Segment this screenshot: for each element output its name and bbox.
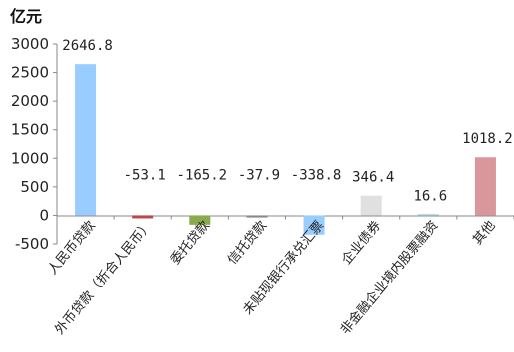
- bar: [474, 157, 496, 216]
- y-tick-label: 0: [39, 206, 49, 224]
- category-label: 委托贷款: [168, 218, 213, 267]
- y-tick-label: -500: [15, 235, 49, 253]
- bar: [75, 64, 97, 216]
- bar: [417, 213, 439, 216]
- category-label: 非金融企业境内股票融资: [337, 218, 441, 338]
- category-label: 企业债券: [339, 218, 385, 268]
- data-label: -37.9: [238, 167, 280, 183]
- bars: [75, 64, 514, 235]
- unit-label: 亿元: [10, 7, 42, 26]
- bar: [303, 215, 325, 235]
- bar: [360, 195, 382, 216]
- y-tick-label: 1000: [11, 149, 49, 167]
- y-tick-label: 1500: [11, 121, 49, 139]
- data-label: 16.6: [413, 188, 447, 204]
- bar: [246, 215, 268, 218]
- bar: [132, 215, 154, 219]
- data-label: -53.1: [124, 167, 166, 183]
- bar: [189, 215, 211, 225]
- category-label: 人民币贷款: [45, 218, 98, 277]
- category-label: 信托贷款: [225, 218, 270, 267]
- data-label: -165.2: [177, 167, 228, 183]
- y-tick-label: 2000: [11, 92, 49, 110]
- category-label: 外币贷款（折合人民币）: [52, 218, 155, 337]
- data-label: -338.8: [291, 167, 342, 183]
- y-tick-label: 500: [20, 178, 49, 196]
- y-ticks: -500 0 500 1000 1500 2000 2500 3000: [11, 35, 57, 253]
- data-label: 1018.2: [462, 131, 513, 147]
- y-tick-label: 3000: [11, 35, 49, 53]
- data-label: 346.4: [352, 170, 394, 186]
- data-label: 2646.8: [62, 38, 113, 54]
- y-tick-label: 2500: [11, 64, 49, 82]
- category-label: 其他: [470, 218, 498, 248]
- data-labels: 2646.8 -53.1 -165.2 -37.9 -338.8 346.4 16.6 101…: [62, 38, 512, 204]
